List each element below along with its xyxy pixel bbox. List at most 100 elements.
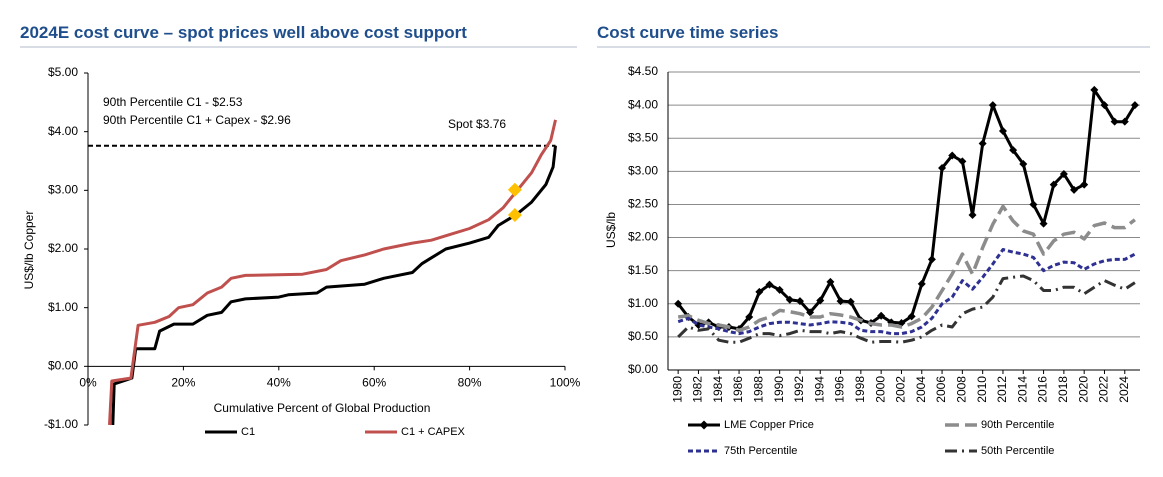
annotation: 90th Percentile C1 + Capex - $2.96: [103, 113, 291, 127]
series-line: [677, 204, 1136, 333]
x-tick-label: 2022: [1097, 376, 1111, 403]
legend-label: LME Copper Price: [724, 419, 814, 431]
point-marker: [1110, 117, 1119, 126]
y-tick-label: $3.50: [628, 130, 658, 144]
point-marker: [1029, 200, 1038, 209]
x-tick-label: 80%: [458, 376, 482, 390]
x-tick-label: 1988: [752, 376, 766, 403]
x-tick-label: 2004: [914, 376, 928, 403]
y-tick-label: $3.00: [48, 183, 78, 197]
point-marker: [998, 126, 1007, 135]
x-tick-label: 1990: [772, 376, 786, 403]
point-marker: [806, 308, 815, 317]
y-axis-label: US$/lb: [604, 212, 618, 248]
x-tick-label: 2018: [1056, 376, 1070, 403]
point-marker: [1130, 101, 1139, 110]
point-marker: [988, 101, 997, 110]
y-tick-label: $2.00: [628, 230, 658, 244]
point-marker: [1090, 85, 1099, 94]
point-marker: [1049, 180, 1058, 189]
y-tick-label: $4.50: [628, 64, 658, 78]
point-marker: [1100, 101, 1109, 110]
point-marker: [816, 296, 825, 305]
y-tick-label: $4.00: [628, 97, 658, 111]
series-line: [111, 145, 557, 426]
point-marker: [745, 313, 754, 322]
point-marker: [775, 285, 784, 294]
x-tick-label: 60%: [362, 376, 386, 390]
highlight-point: [507, 182, 522, 197]
point-marker: [1019, 160, 1028, 169]
y-tick-label: $0.00: [48, 359, 78, 373]
x-tick-label: 40%: [267, 376, 291, 390]
point-marker: [1039, 219, 1048, 228]
y-tick-label: $2.00: [48, 241, 78, 255]
legend-label: C1 + CAPEX: [401, 426, 466, 438]
x-tick-label: 2024: [1117, 376, 1131, 403]
point-marker: [795, 297, 804, 306]
chart-title: 2024E cost curve – spot prices well abov…: [20, 23, 467, 42]
x-tick-label: 2016: [1036, 376, 1050, 403]
x-tick-label: 0%: [79, 376, 97, 390]
x-tick-label: 2008: [955, 376, 969, 403]
annotation: Spot $3.76: [448, 117, 506, 131]
point-marker: [674, 299, 683, 308]
x-tick-label: 2010: [975, 376, 989, 403]
point-marker: [846, 297, 855, 306]
x-tick-label: 1984: [711, 376, 725, 403]
point-marker: [836, 297, 845, 306]
point-marker: [1059, 169, 1068, 178]
x-tick-label: 1996: [833, 376, 847, 403]
y-tick-label: $3.00: [628, 164, 658, 178]
y-tick-label: -$1.00: [44, 417, 78, 431]
point-marker: [938, 164, 947, 173]
point-marker: [907, 312, 916, 321]
point-marker: [968, 211, 977, 220]
legend-label: C1: [241, 426, 255, 438]
x-tick-label: 2006: [934, 376, 948, 403]
x-tick-label: 100%: [550, 376, 581, 390]
highlight-point: [507, 207, 522, 222]
point-marker: [755, 287, 764, 296]
x-tick-label: 2002: [894, 376, 908, 403]
legend-label: 50th Percentile: [981, 445, 1054, 457]
x-tick-label: 2000: [873, 376, 887, 403]
y-tick-label: $1.50: [628, 263, 658, 277]
series-line: [677, 88, 1137, 331]
y-axis-label: US$/lb Copper: [22, 211, 36, 290]
point-marker: [927, 255, 936, 264]
x-tick-label: 1986: [731, 376, 745, 403]
point-marker: [978, 139, 987, 148]
y-tick-label: $1.00: [628, 296, 658, 310]
point-marker: [1120, 117, 1129, 126]
series-line: [108, 119, 557, 426]
point-marker: [826, 277, 835, 286]
x-tick-label: 1992: [792, 376, 806, 403]
series-line: [677, 248, 1136, 336]
legend-label: 75th Percentile: [724, 445, 797, 457]
y-tick-label: $4.00: [48, 124, 78, 138]
x-tick-label: 2020: [1076, 376, 1090, 403]
x-tick-label: 20%: [171, 376, 195, 390]
x-tick-label: 1980: [670, 376, 684, 403]
legend-label: 90th Percentile: [981, 419, 1054, 431]
point-marker: [765, 280, 774, 289]
x-tick-label: 2012: [995, 376, 1009, 403]
y-tick-label: $1.00: [48, 300, 78, 314]
annotation: 90th Percentile C1 - $2.53: [103, 95, 243, 109]
y-tick-label: $2.50: [628, 197, 658, 211]
point-marker: [1080, 180, 1089, 189]
point-marker: [948, 151, 957, 160]
y-tick-label: $0.00: [628, 362, 658, 376]
legend-marker: [699, 420, 709, 430]
y-tick-label: $5.00: [48, 65, 78, 79]
x-tick-label: 1998: [853, 376, 867, 403]
x-tick-label: 1994: [812, 376, 826, 403]
series-line: [677, 274, 1136, 344]
point-marker: [958, 157, 967, 166]
point-marker: [1070, 185, 1079, 194]
point-marker: [917, 279, 926, 288]
x-tick-label: 1982: [691, 376, 705, 403]
point-marker: [1009, 146, 1018, 155]
